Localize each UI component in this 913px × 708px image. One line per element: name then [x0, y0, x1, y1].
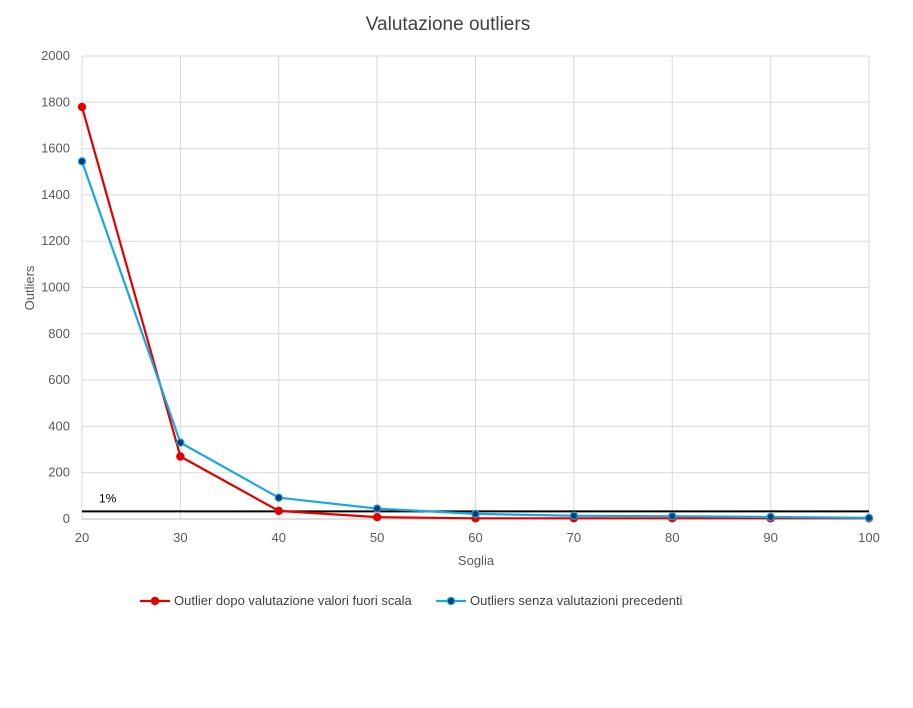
chart-title: Valutazione outliers	[366, 14, 530, 35]
x-tick-label: 80	[665, 530, 679, 545]
x-tick-label: 20	[75, 530, 89, 545]
y-tick-label: 600	[48, 372, 70, 387]
x-tick-label: 30	[173, 530, 187, 545]
x-tick-label: 60	[468, 530, 482, 545]
y-tick-label: 200	[48, 465, 70, 480]
data-point	[77, 102, 87, 112]
data-point	[372, 504, 382, 513]
legend-item: Outlier dopo valutazione valori fuori sc…	[140, 593, 413, 608]
axes: 0 200 400 600 800 1000 1200 1400 1600 1800 2000 20 3…	[41, 48, 880, 545]
y-tick-label: 1200	[41, 233, 70, 248]
legend-swatch-marker	[446, 596, 456, 606]
y-tick-label: 2000	[41, 48, 70, 63]
x-tick-label: 50	[370, 530, 384, 545]
data-point	[864, 513, 874, 523]
data-point	[766, 512, 775, 522]
reference-line-label: 1%	[99, 491, 117, 505]
data-point	[176, 452, 185, 461]
y-tick-label: 1600	[41, 141, 70, 156]
x-axis-title: Soglia	[458, 553, 495, 568]
gridlines	[81, 55, 870, 519]
series-layer	[77, 102, 874, 523]
data-point	[471, 509, 480, 519]
legend-label: Outlier dopo valutazione valori fuori sc…	[174, 593, 413, 608]
x-tick-label: 70	[567, 530, 581, 545]
legend-swatch-marker	[150, 596, 160, 606]
legend: Outlier dopo valutazione valori fuori sc…	[140, 593, 683, 608]
legend-item: Outliers senza valutazioni precedenti	[436, 593, 683, 608]
data-point	[372, 512, 382, 522]
data-point	[274, 493, 283, 502]
y-tick-label: 800	[48, 326, 70, 341]
data-point	[77, 157, 87, 166]
y-tick-label: 1000	[41, 280, 70, 295]
y-axis-title: Outliers	[22, 265, 37, 310]
y-tick-label: 1400	[41, 187, 70, 202]
data-point	[274, 506, 283, 516]
legend-label: Outliers senza valutazioni precedenti	[470, 593, 683, 608]
y-tick-label: 400	[48, 418, 70, 433]
series-2	[77, 157, 874, 523]
data-point	[569, 511, 579, 520]
y-tick-label: 0	[63, 511, 70, 526]
x-tick-label: 90	[763, 530, 777, 545]
x-tick-label: 100	[858, 530, 880, 545]
data-point	[668, 512, 677, 521]
data-point	[176, 438, 185, 447]
y-tick-label: 1800	[41, 94, 70, 109]
x-tick-label: 40	[272, 530, 286, 545]
